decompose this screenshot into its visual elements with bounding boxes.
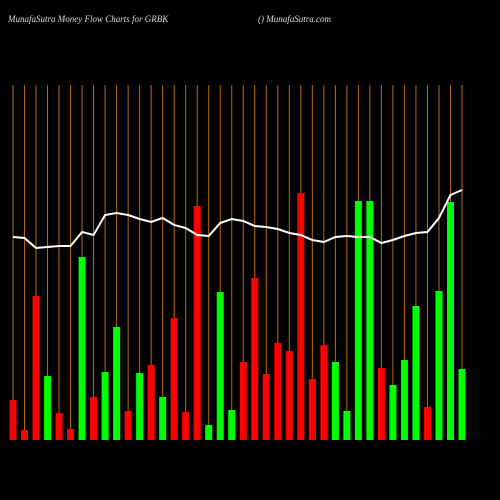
bar xyxy=(354,201,362,440)
bar xyxy=(55,413,63,440)
bar xyxy=(124,411,132,440)
bar xyxy=(320,345,328,440)
bar xyxy=(251,278,259,440)
bar xyxy=(159,397,167,440)
bar xyxy=(205,425,213,440)
bar xyxy=(193,206,201,440)
bar xyxy=(389,385,397,440)
bar xyxy=(182,412,190,440)
money-flow-line xyxy=(12,189,463,250)
bar xyxy=(331,362,339,440)
bar xyxy=(274,343,282,440)
bar xyxy=(101,372,109,440)
bar xyxy=(308,379,316,440)
bar xyxy=(423,407,431,440)
bar xyxy=(170,318,178,440)
bar xyxy=(446,202,454,440)
bar xyxy=(343,411,351,440)
chart-title: MunafaSutra Money Flow Charts for GRBK xyxy=(7,14,169,24)
bar xyxy=(458,369,466,440)
bar xyxy=(262,374,270,440)
bar xyxy=(9,400,17,440)
chart-subtitle: () MunafaSutra.com xyxy=(258,14,331,24)
bar xyxy=(90,397,98,440)
bar xyxy=(435,291,443,440)
bar xyxy=(113,327,121,440)
bar xyxy=(297,193,305,440)
bar xyxy=(228,410,236,440)
bar xyxy=(44,376,52,440)
bar xyxy=(147,365,155,440)
bar xyxy=(377,368,385,440)
bar xyxy=(32,296,40,440)
bar xyxy=(400,360,408,440)
bar xyxy=(216,292,224,440)
bar xyxy=(136,373,144,440)
bar xyxy=(285,351,293,440)
bar xyxy=(67,429,75,440)
bar xyxy=(21,430,29,440)
bar xyxy=(366,201,374,440)
bar xyxy=(78,257,86,440)
bar xyxy=(239,362,247,440)
bar xyxy=(412,306,420,440)
